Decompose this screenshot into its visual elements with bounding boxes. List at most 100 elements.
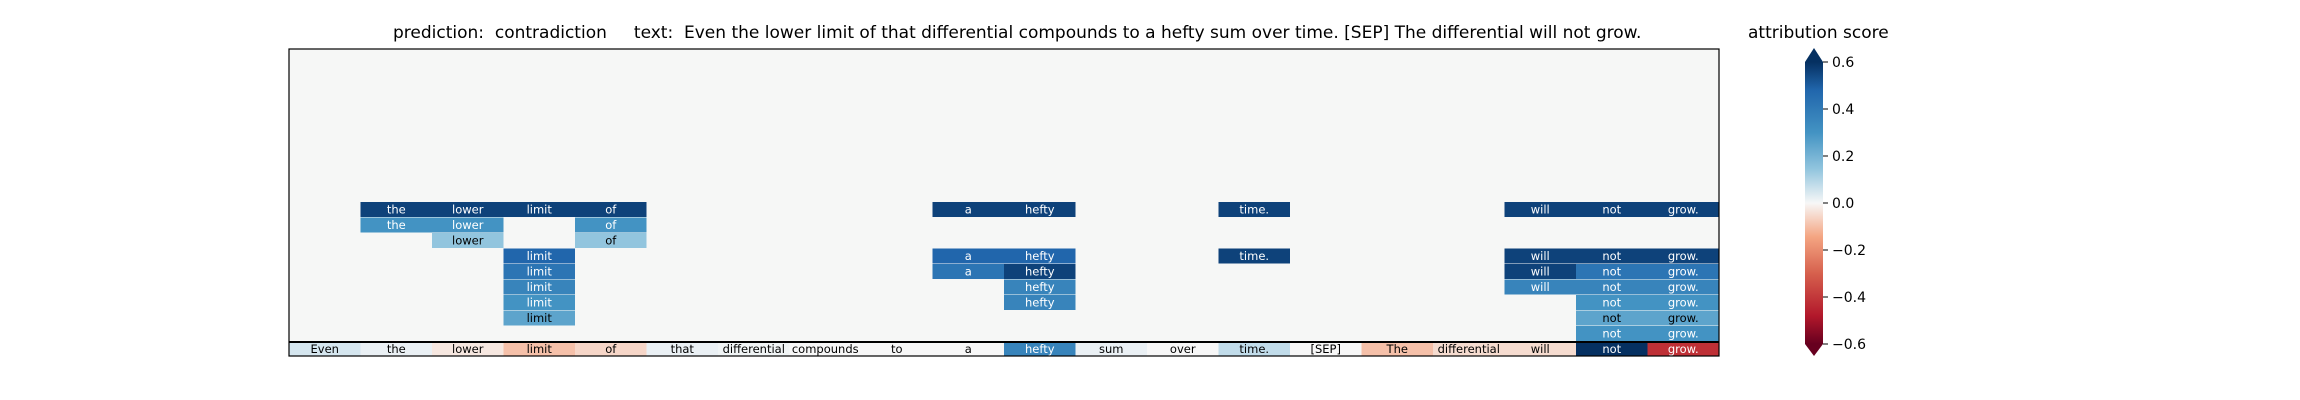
heatmap-cell (575, 217, 647, 233)
token-label: will (1531, 342, 1550, 356)
heatmap-label: will (1531, 203, 1550, 217)
token-label: that (671, 342, 695, 356)
heatmap-label: limit (527, 311, 553, 325)
heatmap-cell (932, 202, 1004, 217)
colorbar-tick-label: −0.4 (1832, 290, 1866, 306)
heatmap-frame (288, 48, 1720, 357)
text-value: Even the lower limit of that differentia… (684, 23, 1642, 43)
colorbar: 0.6 0.4 0.2 0.0 −0.2 −0.4 −0.6 (1805, 48, 1866, 356)
heatmap-label: lower (452, 203, 484, 217)
heatmap-label: hefty (1025, 249, 1055, 263)
colorbar-ticks: 0.6 0.4 0.2 0.0 −0.2 −0.4 −0.6 (1823, 55, 1866, 353)
heatmap-cell (1576, 248, 1648, 264)
heatmap-label: grow. (1668, 203, 1699, 217)
heatmap-label: grow. (1668, 265, 1699, 279)
token-label: Even (311, 342, 339, 356)
heatmap-cell (1218, 202, 1290, 217)
heatmap-label: of (605, 218, 617, 232)
token-cell (932, 342, 1004, 356)
colorbar-title: attribution score (1748, 23, 1889, 43)
heatmap-label: not (1602, 249, 1621, 263)
token-label: The (1386, 342, 1408, 356)
heatmap-cell (503, 279, 575, 295)
heatmap-cell (1504, 202, 1576, 217)
heatmap-label: hefty (1025, 265, 1055, 279)
heatmap-label: the (387, 218, 406, 232)
heatmap-label: grow. (1668, 327, 1699, 341)
heatmap-cell (1004, 248, 1076, 264)
chart-title: prediction: contradiction text: Even the… (393, 23, 1641, 43)
token-cell (1576, 342, 1648, 356)
heatmap-cell (1647, 202, 1719, 217)
heatmap-label: not (1602, 280, 1621, 294)
token-cell (861, 342, 933, 356)
token-label: to (891, 342, 903, 356)
heatmap-cells: the lower limit of a hefty time. will not grow. th… (360, 202, 1719, 341)
heatmap-label: limit (527, 203, 553, 217)
colorbar-tick-label: −0.6 (1832, 337, 1866, 353)
heatmap-label: the (387, 203, 406, 217)
token-label: sum (1099, 342, 1123, 356)
token-label: differential (1438, 342, 1500, 356)
heatmap-cell (503, 202, 575, 217)
heatmap-label: will (1531, 249, 1550, 263)
heatmap-label: not (1602, 311, 1621, 325)
heatmap-label: not (1602, 296, 1621, 310)
heatmap-label: limit (527, 296, 553, 310)
token-cell (1075, 342, 1147, 356)
heatmap-label: hefty (1025, 280, 1055, 294)
heatmap-label: hefty (1025, 203, 1055, 217)
colorbar-gradient (1805, 62, 1823, 344)
heatmap-cell (1504, 279, 1576, 295)
heatmap-label: not (1602, 203, 1621, 217)
token-label: lower (452, 342, 484, 356)
heatmap-cell (1504, 264, 1576, 279)
token-label: limit (527, 342, 553, 356)
heatmap-cell (432, 202, 504, 217)
heatmap-label: will (1531, 265, 1550, 279)
heatmap-cell (503, 248, 575, 264)
heatmap-label: grow. (1668, 296, 1699, 310)
token-cell (646, 342, 718, 356)
prediction-value: contradiction (494, 23, 607, 43)
heatmap-cell (1004, 264, 1076, 279)
heatmap-cell (1576, 264, 1648, 279)
token-label: time. (1239, 342, 1269, 356)
token-label: a (965, 342, 972, 356)
heatmap-cell (503, 264, 575, 279)
token-cell (1004, 342, 1076, 356)
heatmap-cell (575, 202, 647, 217)
heatmap-label: not (1602, 265, 1621, 279)
heatmap-label: limit (527, 249, 553, 263)
heatmap-label: grow. (1668, 280, 1699, 294)
heatmap-label: a (965, 249, 972, 263)
token-cell (1433, 342, 1505, 356)
prediction-label: prediction: (393, 23, 485, 43)
token-cell (575, 342, 647, 356)
heatmap-label: will (1531, 280, 1550, 294)
token-cell (1504, 342, 1576, 356)
heatmap-cell (432, 217, 504, 233)
heatmap-label: not (1602, 327, 1621, 341)
colorbar-tick-label: 0.4 (1832, 102, 1854, 118)
heatmap-label: limit (527, 265, 553, 279)
heatmap-cell (1004, 279, 1076, 295)
heatmap-label: lower (452, 234, 484, 248)
token-label: hefty (1025, 342, 1055, 356)
heatmap-label: time. (1239, 249, 1269, 263)
token-cell (1647, 342, 1719, 356)
text-label: text: (633, 23, 674, 43)
token-cell (289, 342, 361, 356)
heatmap-label: a (965, 203, 972, 217)
colorbar-tick-label: 0.2 (1832, 149, 1854, 165)
heatmap-label: of (605, 203, 617, 217)
token-cell (360, 342, 432, 356)
heatmap-cell (575, 233, 647, 248)
token-cell (1218, 342, 1290, 356)
token-cell (432, 342, 504, 356)
heatmap-label: hefty (1025, 296, 1055, 310)
heatmap-label: lower (452, 218, 484, 232)
colorbar-tick-label: 0.0 (1832, 196, 1854, 212)
token-cell (503, 342, 575, 356)
